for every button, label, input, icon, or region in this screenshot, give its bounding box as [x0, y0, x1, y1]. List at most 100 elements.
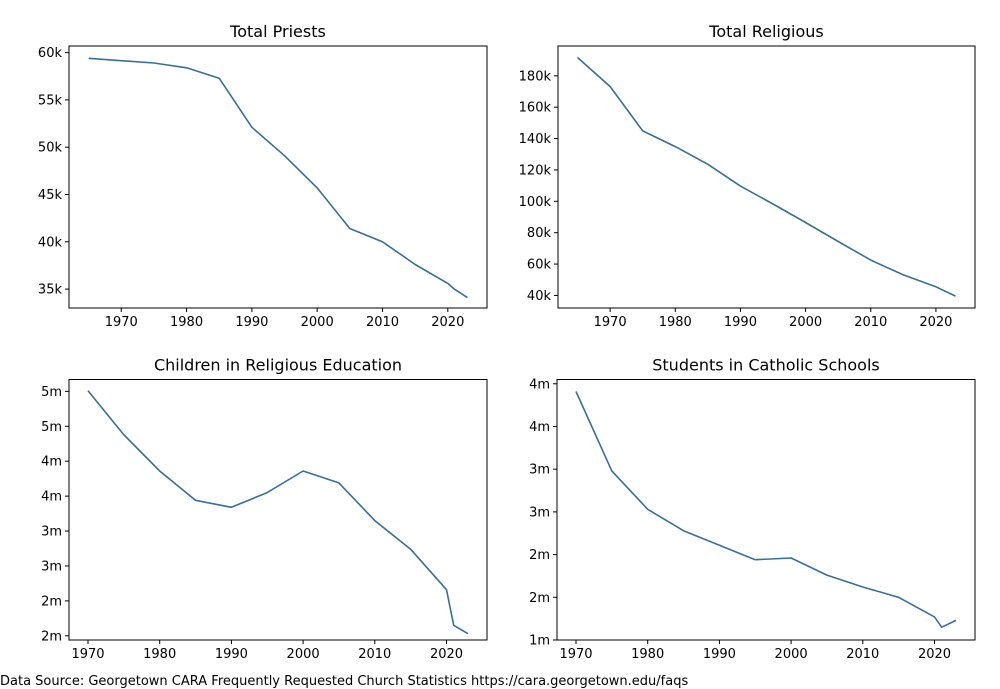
x-tick-label: 1980 — [143, 647, 176, 662]
data-point — [642, 130, 644, 132]
y-tick-label: 100k — [519, 195, 552, 210]
data-point — [955, 295, 957, 297]
x-tick-label: 2000 — [775, 647, 808, 662]
series-line — [88, 57, 468, 299]
chart-total-religious: Total Religious 1970 1980 1990 2000 2010 2020 1… — [519, 22, 976, 330]
y-tick-label: 45k — [38, 188, 63, 203]
data-point — [941, 626, 943, 628]
x-tick-label: 2020 — [919, 315, 952, 330]
data-point — [374, 520, 376, 522]
y-tick-label: 4m — [529, 377, 550, 392]
x-tick-label: 2020 — [431, 315, 464, 330]
data-point — [935, 286, 937, 288]
x-tick-label: 1970 — [559, 647, 592, 662]
data-point — [382, 241, 384, 243]
data-point — [410, 548, 412, 550]
data-point — [707, 163, 709, 165]
x-tick-label: 1990 — [724, 315, 757, 330]
y-tick-label: 2m — [529, 591, 550, 606]
x-tick-label: 2010 — [846, 647, 879, 662]
data-point — [611, 470, 613, 472]
y-tick-label: 4m — [41, 490, 62, 505]
data-point — [674, 146, 676, 148]
axes-frame — [68, 45, 488, 309]
x-tick-label: 2010 — [358, 647, 391, 662]
x-tick-label: 1990 — [703, 647, 736, 662]
y-tick-label: 40k — [527, 289, 552, 304]
data-point — [790, 557, 792, 559]
data-point — [754, 559, 756, 561]
x-tick-label: 1980 — [659, 315, 692, 330]
data-point — [903, 274, 905, 276]
data-point — [826, 574, 828, 576]
x-tick-label: 1990 — [215, 647, 248, 662]
data-point — [338, 482, 340, 484]
data-point — [88, 57, 90, 59]
data-point — [870, 259, 872, 261]
chart-title: Total Priests — [229, 22, 326, 41]
y-tick-label: 2m — [529, 548, 550, 563]
data-point — [898, 596, 900, 598]
y-tick-label: 160k — [519, 101, 552, 116]
x-tick-label: 1970 — [594, 315, 627, 330]
y-tick-label: 40k — [38, 235, 63, 250]
y-tick-label: 3m — [41, 525, 62, 540]
y-tick-label: 35k — [38, 283, 63, 298]
y-tick-label: 5m — [41, 385, 62, 400]
data-point — [805, 222, 807, 224]
x-tick-label: 1970 — [105, 315, 138, 330]
data-point — [609, 86, 611, 88]
data-point — [837, 241, 839, 243]
y-tick-label: 50k — [38, 141, 63, 156]
data-point — [934, 616, 936, 618]
chart-title: Children in Religious Education — [154, 356, 402, 375]
x-tick-label: 2020 — [918, 647, 951, 662]
data-point — [683, 530, 685, 532]
data-point — [266, 492, 268, 494]
data-point — [447, 283, 449, 285]
x-tick-label: 2000 — [287, 647, 320, 662]
data-point — [955, 620, 957, 622]
y-tick-label: 80k — [527, 226, 552, 241]
data-point — [414, 264, 416, 266]
data-point — [231, 507, 233, 509]
data-point — [153, 62, 155, 64]
data-point — [467, 633, 469, 635]
y-tick-label: 2m — [41, 594, 62, 609]
chart-total-priests: Total Priests 1970 1980 1990 2000 2010 2020 60k… — [38, 22, 488, 330]
data-point — [772, 203, 774, 205]
y-tick-label: 5m — [41, 420, 62, 435]
data-point — [284, 155, 286, 157]
series-line — [575, 391, 957, 629]
data-point — [186, 67, 188, 69]
x-tick-label: 2010 — [854, 315, 887, 330]
data-point — [349, 228, 351, 230]
data-point — [862, 586, 864, 588]
x-tick-label: 1980 — [170, 315, 203, 330]
data-point — [577, 57, 579, 59]
x-tick-label: 2020 — [430, 647, 463, 662]
data-point — [159, 470, 161, 472]
data-point — [719, 544, 721, 546]
data-point — [446, 589, 448, 591]
y-tick-label: 120k — [519, 163, 552, 178]
y-tick-label: 4m — [529, 420, 550, 435]
y-tick-label: 60k — [38, 46, 63, 61]
axes-frame — [556, 379, 976, 641]
data-point — [302, 470, 304, 472]
data-point — [123, 434, 125, 436]
y-tick-label: 3m — [41, 559, 62, 574]
data-point — [316, 187, 318, 189]
chart-title: Students in Catholic Schools — [652, 356, 879, 375]
axes-frame — [68, 379, 488, 641]
data-point — [575, 391, 577, 393]
x-tick-label: 2010 — [366, 315, 399, 330]
series-line — [576, 56, 956, 297]
data-point — [647, 509, 649, 511]
chart-children-religious-education: Children in Religious Education 1970 1980 1… — [41, 356, 488, 662]
y-tick-label: 1m — [529, 634, 550, 649]
y-tick-label: 180k — [519, 69, 552, 84]
y-tick-label: 3m — [529, 505, 550, 520]
x-tick-label: 1980 — [631, 647, 664, 662]
